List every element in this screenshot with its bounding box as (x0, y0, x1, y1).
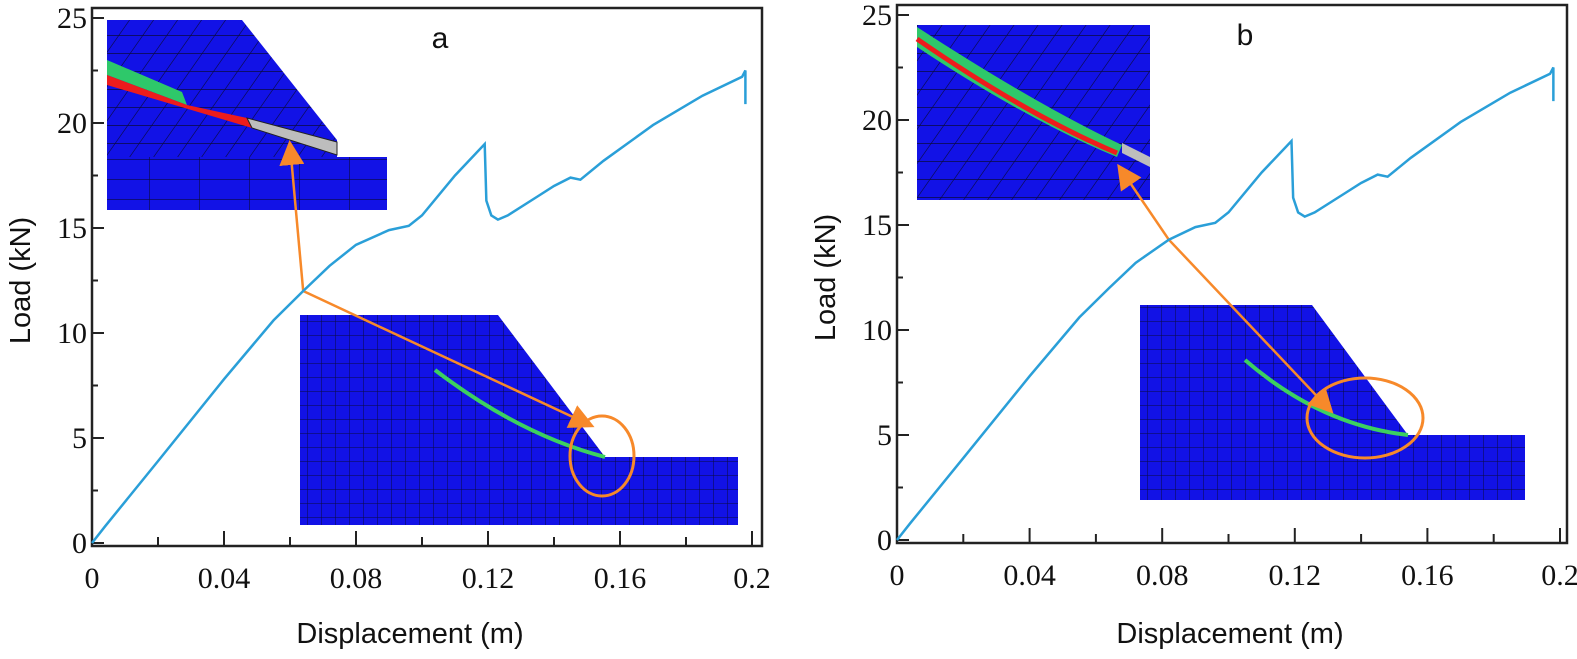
series-line (91, 69, 747, 544)
x-tick-label: 0.2 (1541, 559, 1577, 592)
x-tick-label: 0.16 (1401, 559, 1454, 592)
mesh-slope (107, 20, 337, 157)
y-tick-label: 15 (862, 209, 892, 242)
mesh-base (107, 157, 387, 210)
mesh-foundation (1140, 435, 1525, 500)
y-tick-label: 15 (57, 212, 87, 245)
y-tick-label: 25 (57, 2, 87, 35)
damage-band-red (915, 36, 1118, 156)
annotation-arrow-model (1167, 238, 1334, 414)
failed-elements (246, 117, 338, 156)
panel-label: b (1237, 19, 1254, 52)
mesh-foundation (300, 457, 738, 525)
y-tick-label: 20 (862, 104, 892, 137)
panel-b: 0 0.04 0.08 0.12 0.16 0.2 0 5 10 15 20 25 Displaceme… (810, 0, 1577, 650)
x-tick-label: 0 (890, 559, 905, 592)
y-tick-label: 0 (72, 527, 87, 560)
failed-elements (1122, 143, 1150, 167)
annotation-arrow-zoom (1117, 163, 1170, 241)
y-tick-label: 10 (862, 314, 892, 347)
y-axis-label: Load (kN) (5, 217, 37, 344)
series-line (896, 66, 1555, 541)
x-tick-label: 0.08 (1136, 559, 1189, 592)
x-tick-label: 0.12 (1269, 559, 1322, 592)
y-axis-label: Load (kN) (810, 214, 842, 341)
x-axis-label: Displacement (m) (296, 618, 523, 650)
inset-zoom-mesh (915, 25, 1150, 200)
panel-a: 0 0.04 0.08 0.12 0.16 0.2 0 5 10 15 20 25 Displaceme… (5, 2, 771, 650)
x-tick-label: 0.2 (733, 562, 771, 595)
annotation-circle (568, 414, 636, 498)
y-tick-label: 10 (57, 317, 87, 350)
x-tick-label: 0.04 (198, 562, 251, 595)
annotation-circle (1305, 376, 1425, 460)
mesh-slope (300, 315, 605, 457)
inset-full-model (1140, 305, 1525, 500)
inset-zoom-mesh (107, 20, 387, 210)
y-tick-label: 0 (877, 524, 892, 557)
x-tick-label: 0.16 (594, 562, 647, 595)
y-tick-label: 5 (877, 419, 892, 452)
x-tick-label: 0.04 (1003, 559, 1056, 592)
inset-full-model (300, 315, 738, 525)
y-tick-label: 25 (862, 0, 892, 32)
damage-band-red (107, 75, 252, 128)
plot-frame (895, 3, 1569, 545)
plot-frame (90, 6, 764, 548)
y-tick-label: 5 (72, 422, 87, 455)
x-tick-label: 0 (85, 562, 100, 595)
x-axis-label: Displacement (m) (1116, 618, 1343, 650)
x-tick-label: 0.08 (330, 562, 383, 595)
damage-band-green (107, 60, 187, 105)
y-tick-label: 20 (57, 107, 87, 140)
annotation-arrow-zoom (279, 140, 305, 292)
damage-band-green (917, 27, 1122, 157)
slip-band (433, 368, 606, 459)
mesh-slope (1140, 305, 1408, 435)
x-tick-label: 0.12 (462, 562, 515, 595)
annotation-arrow-model (302, 289, 595, 428)
panel-label: a (432, 22, 449, 55)
